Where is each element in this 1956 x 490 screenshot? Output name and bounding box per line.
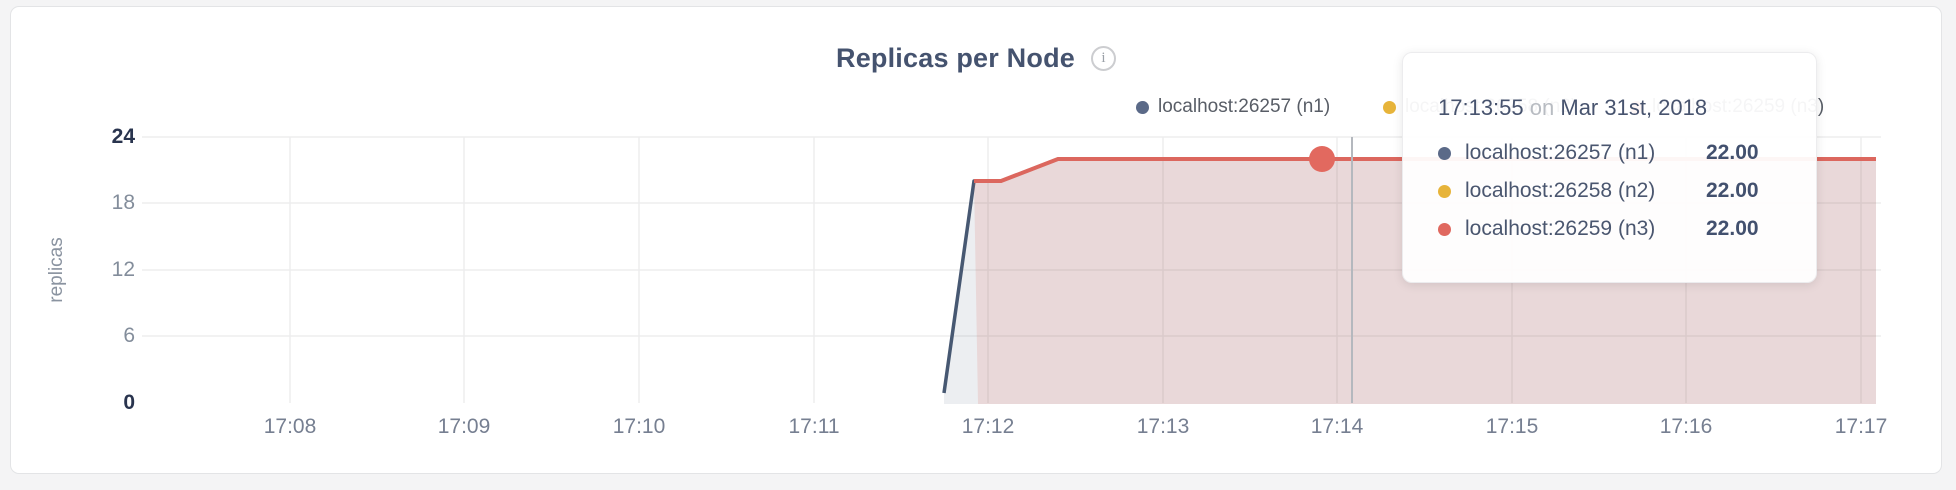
tooltip-series-label: localhost:26259 (n3) [1465,217,1656,240]
tooltip-row-n1: localhost:26257 (n1) 22.00 [1438,134,1788,172]
tooltip-series-label: localhost:26257 (n1) [1465,141,1656,164]
chart-header: Replicas per Node i [10,38,1942,78]
x-tick-label: 17:10 [612,415,666,438]
x-tick-label: 17:13 [1136,415,1190,438]
legend-dot-n2-icon [1383,100,1396,114]
x-tick-label: 17:08 [263,415,317,438]
tooltip-timestamp: 17:13:55 on Mar 31st, 2018 [1438,95,1788,121]
tooltip-series-value: 22.00 [1706,179,1759,202]
tooltip-date: Mar 31st, 2018 [1560,95,1708,120]
legend-item-n1[interactable]: localhost:26257 (n1) [1136,96,1330,118]
x-tick-label: 17:11 [788,415,840,438]
tooltip-row-n3: localhost:26259 (n3) 22.00 [1438,210,1788,248]
info-icon-glyph: i [1101,49,1106,66]
tooltip-row-n2: localhost:26258 (n2) 22.00 [1438,172,1788,210]
y-tick-label: 12 [111,258,135,281]
info-icon[interactable]: i [1090,45,1116,71]
legend-dot-n1-icon [1136,100,1149,114]
tooltip-series-label: localhost:26258 (n2) [1465,179,1656,202]
y-tick-label: 0 [123,391,135,414]
hover-tooltip: 17:13:55 on Mar 31st, 2018 localhost:262… [1402,52,1817,283]
tooltip-conjunction: on [1529,95,1555,120]
tooltip-series-value: 22.00 [1706,141,1759,164]
tooltip-series-value: 22.00 [1706,217,1759,240]
series-dot-n2-icon [1438,184,1451,198]
tooltip-time: 17:13:55 [1438,95,1524,120]
x-tick-label: 17:14 [1310,415,1364,438]
x-tick-label: 17:12 [961,415,1015,438]
x-tick-label: 17:15 [1485,415,1539,438]
hover-point-marker[interactable] [1309,146,1335,172]
series-dot-n3-icon [1438,222,1451,236]
y-tick-label: 6 [123,324,135,347]
series-dot-n1-icon [1438,146,1451,160]
chart-title: Replicas per Node [836,42,1075,73]
x-tick-label: 17:17 [1834,415,1888,438]
x-tick-label: 17:16 [1659,415,1713,438]
y-tick-label: 24 [111,125,135,148]
x-tick-label: 17:09 [437,415,491,438]
legend-label: localhost:26257 (n1) [1158,96,1331,117]
y-tick-label: 18 [111,191,135,214]
